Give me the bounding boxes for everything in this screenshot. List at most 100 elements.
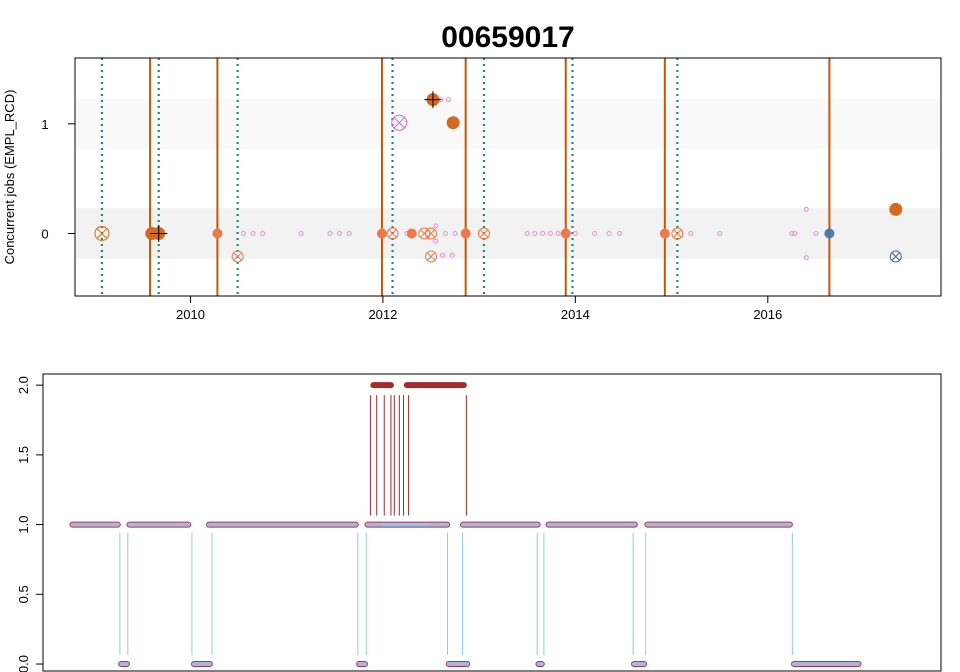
crossed_salmon-point-1-stroke-b [388,229,397,238]
violet_cross-point-0 [391,114,408,131]
tiny_pink-point-30 [803,255,809,261]
y-axis-label: Concurrent jobs (EMPL_RCD) [2,90,17,265]
tiny_pink-point-19 [547,230,553,236]
level-0-segment-2 [356,661,368,668]
bottom-y-tick-label-0: 0.0 [16,655,31,672]
x-tick-label-2: 2014 [561,307,590,322]
tiny_pink-point-18 [540,230,546,236]
background-bands [76,98,940,259]
tiny_pink-point-26 [717,230,723,236]
tiny_pink-point-27 [789,230,795,236]
bottom-plot-frame [42,373,942,672]
tiny_pink-point-6 [346,230,352,236]
crossed_salmon-point-0 [231,250,244,263]
tiny_pink-point-16 [524,230,530,236]
crossed_orange-point-0-ring [94,225,110,241]
level-band-0 [76,208,940,259]
level-bars [69,382,862,668]
level-1-segment-2 [206,521,359,528]
crossed_salmon-point-1-ring [386,227,399,240]
tiny_pink-point-8 [433,223,439,229]
tiny_pink-point-5 [337,230,343,236]
x-tick-label-0: 2010 [176,307,205,322]
level-1-segment-0 [69,521,121,528]
x-tick-label-1: 2012 [368,307,397,322]
y-axis: 01 [41,117,75,241]
tiny_pink-point-14 [440,252,446,258]
tiny_pink-point-17 [532,230,538,236]
bottom-y-tick-label-4: 2.0 [16,376,31,394]
crossed_orange-point-0 [94,225,110,241]
bottom-y-tick-label-3: 1.5 [16,446,31,464]
top-panel: 2010 2012 2014 2016 01 00659017 Concurrent … [2,21,942,322]
crossed_salmon-point-4-ring [425,250,438,263]
crossed_salmon-point-5-ring [477,227,490,240]
tiny_pink-point-25 [688,230,694,236]
level-1-segment-6 [644,521,793,528]
crossed_salmon-point-3-stroke-b [426,229,436,238]
crossed_salmon-point-5-stroke-b [479,229,489,238]
filled_salmon-point-5 [560,228,571,239]
crossed_blue-point-0-stroke-b [891,252,901,261]
crossed_salmon-point-6-ring [671,227,684,240]
tiny_pink-point-9 [433,238,439,244]
filled_salmon-point-4 [460,228,471,239]
tiny_pink-point-15 [449,252,455,258]
chart-title: 00659017 [441,21,574,54]
violet_cross-point-0-ring [391,114,408,131]
tiny_pink-point-29 [803,206,809,212]
crossed_salmon-point-4 [425,250,438,263]
vertical-lines [100,58,831,296]
bottom-y-tick-label-1: 0.5 [16,585,31,603]
crossed_salmon-point-2-ring [418,227,431,240]
filled_salmon-point-3 [406,228,417,239]
tiny_pink-point-22 [592,230,598,236]
level-0-segment-6 [791,661,862,668]
filled_salmon-point-1 [212,228,223,239]
filled_salmon-point-6 [659,228,670,239]
tiny_pink-point-23 [606,230,612,236]
crossed_salmon-point-6-stroke-b [673,229,682,238]
tiny_pink-point-20 [555,230,561,236]
bottom-panel: 0.0 0.5 1.0 1.5 2.0 [16,373,942,672]
level-2-segment-0 [370,382,394,389]
y-tick-label-1: 1 [41,117,48,132]
tiny_pink-point-0 [240,230,246,236]
filled_dark_orange-point-2 [889,202,903,216]
tiny_pink-point-28 [792,230,798,236]
crossed_salmon-point-4-stroke-b [426,252,436,261]
tiny_pink-point-3 [298,230,304,236]
crossed_salmon-point-1 [386,227,399,240]
plus_dark-point-0 [150,224,168,242]
tiny_pink-point-31 [813,230,819,236]
tiny_pink-point-4 [327,230,333,236]
scatter-points [94,91,903,263]
level-0-segment-3 [445,661,471,668]
crossed_salmon-point-6 [671,227,684,240]
transition-lines [119,395,793,656]
level-2-segment-1 [403,382,467,389]
crossed_orange-point-0-stroke-b [96,228,108,239]
level-0-segment-0 [118,661,130,668]
tiny_pink-point-1 [250,230,256,236]
y-tick-label-0: 0 [41,226,48,241]
level-0-segment-4 [535,661,545,668]
x-tick-label-3: 2016 [753,307,782,322]
tiny_pink-point-2 [260,230,266,236]
crossed_salmon-point-3 [425,227,438,240]
violet_cross-point-0-stroke-b [393,116,406,129]
crossed_blue-point-0-ring [889,250,902,263]
tiny_pink-point-11 [452,230,458,236]
level-1-segment-4 [460,521,541,528]
level-1-segment-5 [545,521,638,528]
top-plot-frame [74,57,942,297]
level-1-segment-1 [126,521,192,528]
level-0-segment-5 [630,661,648,668]
tiny_pink-point-24 [617,230,623,236]
level-0-segment-1 [191,661,213,668]
filled_salmon-point-2 [376,228,387,239]
crossed_salmon-point-0-ring [231,250,244,263]
filled_blue-point-0 [824,228,835,239]
tiny_pink-point-21 [572,230,578,236]
